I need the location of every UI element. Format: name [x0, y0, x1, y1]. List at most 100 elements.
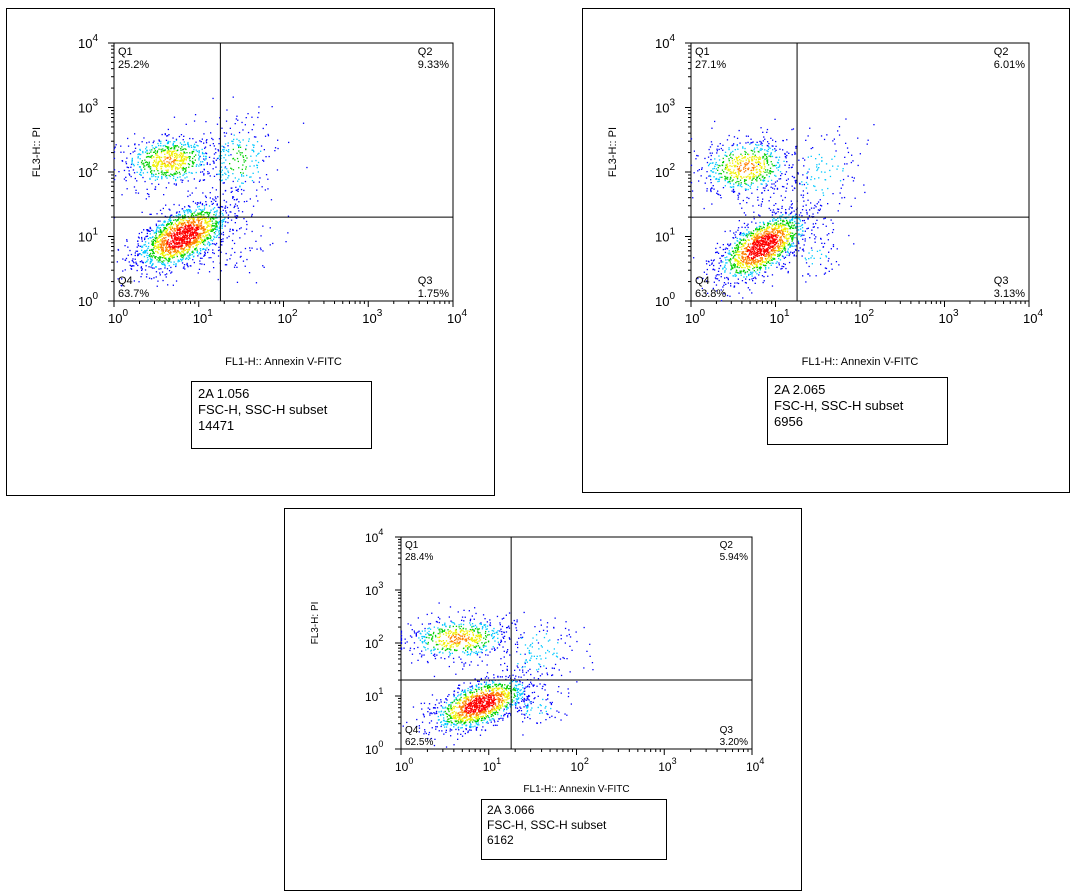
event-dot — [814, 178, 815, 179]
event-dot — [798, 240, 799, 241]
event-dot — [173, 224, 174, 225]
event-dot — [816, 164, 817, 165]
event-dot — [727, 164, 728, 165]
event-dot — [170, 241, 171, 242]
event-dot — [256, 195, 257, 196]
event-dot — [132, 261, 133, 262]
event-dot — [806, 205, 807, 206]
event-dot — [712, 162, 713, 163]
event-dot — [707, 269, 708, 270]
event-dot — [784, 258, 785, 259]
event-dot — [221, 233, 222, 234]
event-dot — [748, 269, 749, 270]
event-dot — [792, 241, 793, 242]
event-dot — [738, 279, 739, 280]
event-dot — [161, 261, 162, 262]
event-dot — [160, 210, 161, 211]
event-dot — [277, 169, 278, 170]
event-dot — [176, 154, 177, 155]
event-dot — [183, 258, 184, 259]
event-dot — [832, 166, 833, 167]
event-dot — [149, 278, 150, 279]
event-dot — [793, 235, 794, 236]
event-dot — [196, 145, 197, 146]
event-dot — [173, 160, 174, 161]
event-dot — [740, 185, 741, 186]
event-dot — [203, 230, 204, 231]
event-dot — [720, 143, 721, 144]
event-dot — [773, 183, 774, 184]
event-dot — [232, 229, 233, 230]
event-dot — [218, 174, 219, 175]
event-dot — [222, 221, 223, 222]
event-dot — [223, 162, 224, 163]
event-dot — [772, 188, 773, 189]
event-dot — [735, 248, 736, 249]
event-dot — [189, 146, 190, 147]
event-dot — [175, 168, 176, 169]
event-dot — [163, 208, 164, 209]
event-dot — [766, 256, 767, 257]
event-dot — [176, 171, 177, 172]
event-dot — [178, 146, 179, 147]
event-dot — [756, 180, 757, 181]
event-dot — [701, 175, 702, 176]
event-dot — [811, 233, 812, 234]
event-dot — [801, 181, 802, 182]
event-dot — [800, 220, 801, 221]
event-dot — [161, 243, 162, 244]
event-dot — [771, 259, 772, 260]
event-dot — [210, 132, 211, 133]
event-dot — [175, 263, 176, 264]
event-dot — [779, 253, 780, 254]
event-dot — [196, 215, 197, 216]
event-dot — [205, 196, 206, 197]
event-dot — [215, 215, 216, 216]
event-dot — [753, 183, 754, 184]
event-dot — [801, 195, 802, 196]
event-dot — [186, 241, 187, 242]
event-dot — [206, 140, 207, 141]
event-dot — [126, 258, 127, 259]
event-dot — [837, 130, 838, 131]
event-dot — [766, 229, 767, 230]
event-dot — [746, 235, 747, 236]
event-dot — [752, 205, 753, 206]
event-dot — [162, 254, 163, 255]
event-dot — [141, 237, 142, 238]
event-dot — [811, 208, 812, 209]
event-dot — [251, 117, 252, 118]
event-dot — [840, 180, 841, 181]
event-dot — [272, 106, 273, 107]
event-dot — [175, 156, 176, 157]
event-dot — [223, 215, 224, 216]
event-dot — [757, 259, 758, 260]
event-dot — [189, 248, 190, 249]
event-dot — [176, 220, 177, 221]
event-dot — [752, 268, 753, 269]
event-dot — [136, 263, 137, 264]
event-dot — [183, 210, 184, 211]
event-dot — [728, 158, 729, 159]
event-dot — [195, 142, 196, 143]
event-dot — [140, 150, 141, 151]
event-dot — [180, 234, 181, 235]
event-dot — [171, 271, 172, 272]
event-dot — [159, 240, 160, 241]
event-dot — [761, 143, 762, 144]
event-dot — [128, 146, 129, 147]
event-dot — [729, 155, 730, 156]
event-dot — [766, 263, 767, 264]
event-dot — [842, 184, 843, 185]
event-dot — [770, 197, 771, 198]
event-dot — [181, 227, 182, 228]
event-dot — [205, 221, 206, 222]
event-dot — [711, 182, 712, 183]
event-dot — [809, 266, 810, 267]
event-dot — [789, 208, 790, 209]
event-dot — [741, 227, 742, 228]
event-dot — [756, 178, 757, 179]
event-dot — [151, 241, 152, 242]
event-dot — [851, 162, 852, 163]
event-dot — [712, 153, 713, 154]
